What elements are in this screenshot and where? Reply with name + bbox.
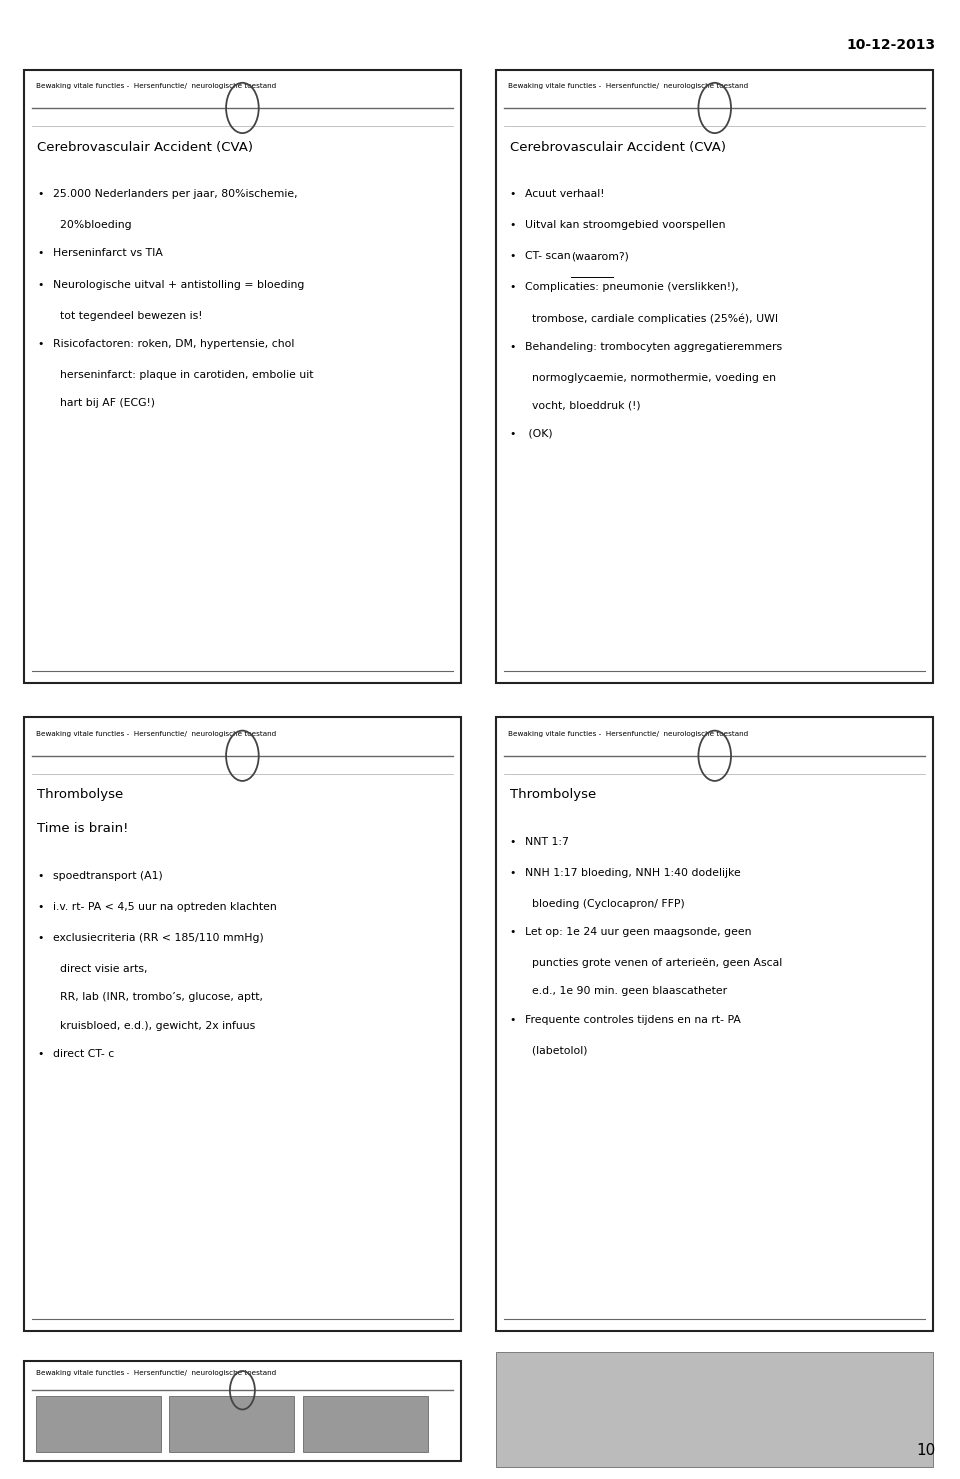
Text: Bewaking vitale functies -  Hersenfunctie/  neurologische toestand: Bewaking vitale functies - Hersenfunctie… <box>36 731 276 737</box>
Text: Cerebrovasculair Accident (CVA): Cerebrovasculair Accident (CVA) <box>37 141 253 154</box>
Text: (labetolol): (labetolol) <box>525 1046 588 1056</box>
Text: trombose, cardiale complicaties (25%é), UWI: trombose, cardiale complicaties (25%é), … <box>525 314 779 324</box>
Text: puncties grote venen of arterieën, geen Ascal: puncties grote venen of arterieën, geen … <box>525 958 782 969</box>
Text: •: • <box>37 1049 44 1059</box>
Text: •: • <box>510 837 516 847</box>
Text: •: • <box>510 868 516 879</box>
Text: •: • <box>37 871 44 881</box>
Text: •: • <box>37 189 44 200</box>
Text: •: • <box>510 282 516 293</box>
Text: bloeding (Cyclocapron/ FFP): bloeding (Cyclocapron/ FFP) <box>525 899 684 910</box>
Text: Cerebrovasculair Accident (CVA): Cerebrovasculair Accident (CVA) <box>510 141 726 154</box>
Text: kruisbloed, e.d.), gewicht, 2x infuus: kruisbloed, e.d.), gewicht, 2x infuus <box>53 1021 255 1031</box>
Text: •: • <box>37 933 44 944</box>
Text: 10: 10 <box>917 1444 936 1458</box>
Text: •: • <box>510 220 516 231</box>
Text: i.v. rt- PA < 4,5 uur na optreden klachten: i.v. rt- PA < 4,5 uur na optreden klacht… <box>53 902 276 913</box>
Text: •: • <box>37 902 44 913</box>
Text: direct CT- c: direct CT- c <box>53 1049 114 1059</box>
FancyBboxPatch shape <box>303 1396 428 1452</box>
Text: Bewaking vitale functies -  Hersenfunctie/  neurologische toestand: Bewaking vitale functies - Hersenfunctie… <box>36 83 276 89</box>
Text: Frequente controles tijdens en na rt- PA: Frequente controles tijdens en na rt- PA <box>525 1015 741 1025</box>
Text: Bewaking vitale functies -  Hersenfunctie/  neurologische toestand: Bewaking vitale functies - Hersenfunctie… <box>36 1370 276 1375</box>
Text: Thrombolyse: Thrombolyse <box>37 788 124 802</box>
Text: Complicaties: pneumonie (verslikken!),: Complicaties: pneumonie (verslikken!), <box>525 282 739 293</box>
Text: Bewaking vitale functies -  Hersenfunctie/  neurologische toestand: Bewaking vitale functies - Hersenfunctie… <box>508 731 748 737</box>
Text: hart bij AF (ECG!): hart bij AF (ECG!) <box>53 398 155 408</box>
FancyBboxPatch shape <box>169 1396 295 1452</box>
Text: •: • <box>37 280 44 290</box>
Text: tot tegendeel bewezen is!: tot tegendeel bewezen is! <box>53 311 203 321</box>
Text: NNH 1:17 bloeding, NNH 1:40 dodelijke: NNH 1:17 bloeding, NNH 1:40 dodelijke <box>525 868 741 879</box>
Text: Time is brain!: Time is brain! <box>37 822 129 836</box>
Text: NNT 1:7: NNT 1:7 <box>525 837 569 847</box>
Text: exclusiecriteria (RR < 185/110 mmHg): exclusiecriteria (RR < 185/110 mmHg) <box>53 933 264 944</box>
Text: direct visie arts,: direct visie arts, <box>53 964 147 975</box>
FancyBboxPatch shape <box>24 1361 461 1461</box>
Text: normoglycaemie, normothermie, voeding en: normoglycaemie, normothermie, voeding en <box>525 373 776 383</box>
Text: CT- scan: CT- scan <box>525 251 578 262</box>
Text: •: • <box>37 248 44 259</box>
Text: •: • <box>37 339 44 349</box>
Text: Bewaking vitale functies -  Hersenfunctie/  neurologische toestand: Bewaking vitale functies - Hersenfunctie… <box>508 83 748 89</box>
Text: Behandeling: trombocyten aggregatieremmers: Behandeling: trombocyten aggregatieremme… <box>525 342 782 352</box>
Text: Let op: 1e 24 uur geen maagsonde, geen: Let op: 1e 24 uur geen maagsonde, geen <box>525 927 752 938</box>
FancyBboxPatch shape <box>36 1396 160 1452</box>
Text: Risicofactoren: roken, DM, hypertensie, chol: Risicofactoren: roken, DM, hypertensie, … <box>53 339 294 349</box>
Text: Thrombolyse: Thrombolyse <box>510 788 596 802</box>
Text: 25.000 Nederlanders per jaar, 80%ischemie,: 25.000 Nederlanders per jaar, 80%ischemi… <box>53 189 298 200</box>
FancyBboxPatch shape <box>24 70 461 683</box>
Text: 10-12-2013: 10-12-2013 <box>847 38 936 52</box>
Text: Acuut verhaal!: Acuut verhaal! <box>525 189 605 200</box>
Text: (waarom?): (waarom?) <box>571 251 629 262</box>
Text: e.d., 1e 90 min. geen blaascatheter: e.d., 1e 90 min. geen blaascatheter <box>525 986 728 997</box>
Text: •: • <box>510 1015 516 1025</box>
Text: Uitval kan stroomgebied voorspellen: Uitval kan stroomgebied voorspellen <box>525 220 726 231</box>
Text: •: • <box>510 429 516 439</box>
Text: (OK): (OK) <box>525 429 553 439</box>
Text: Herseninfarct vs TIA: Herseninfarct vs TIA <box>53 248 162 259</box>
Text: •: • <box>510 342 516 352</box>
Text: spoedtransport (A1): spoedtransport (A1) <box>53 871 162 881</box>
FancyBboxPatch shape <box>496 717 933 1331</box>
Text: Neurologische uitval + antistolling = bloeding: Neurologische uitval + antistolling = bl… <box>53 280 304 290</box>
Text: 20%bloeding: 20%bloeding <box>53 220 132 231</box>
Text: •: • <box>510 251 516 262</box>
Text: •: • <box>510 189 516 200</box>
FancyBboxPatch shape <box>24 717 461 1331</box>
Text: •: • <box>510 927 516 938</box>
FancyBboxPatch shape <box>496 70 933 683</box>
Text: vocht, bloeddruk (!): vocht, bloeddruk (!) <box>525 401 640 411</box>
Text: RR, lab (INR, trombo’s, glucose, aptt,: RR, lab (INR, trombo’s, glucose, aptt, <box>53 992 263 1003</box>
FancyBboxPatch shape <box>496 1352 933 1467</box>
Text: herseninfarct: plaque in carotiden, embolie uit: herseninfarct: plaque in carotiden, embo… <box>53 370 313 380</box>
